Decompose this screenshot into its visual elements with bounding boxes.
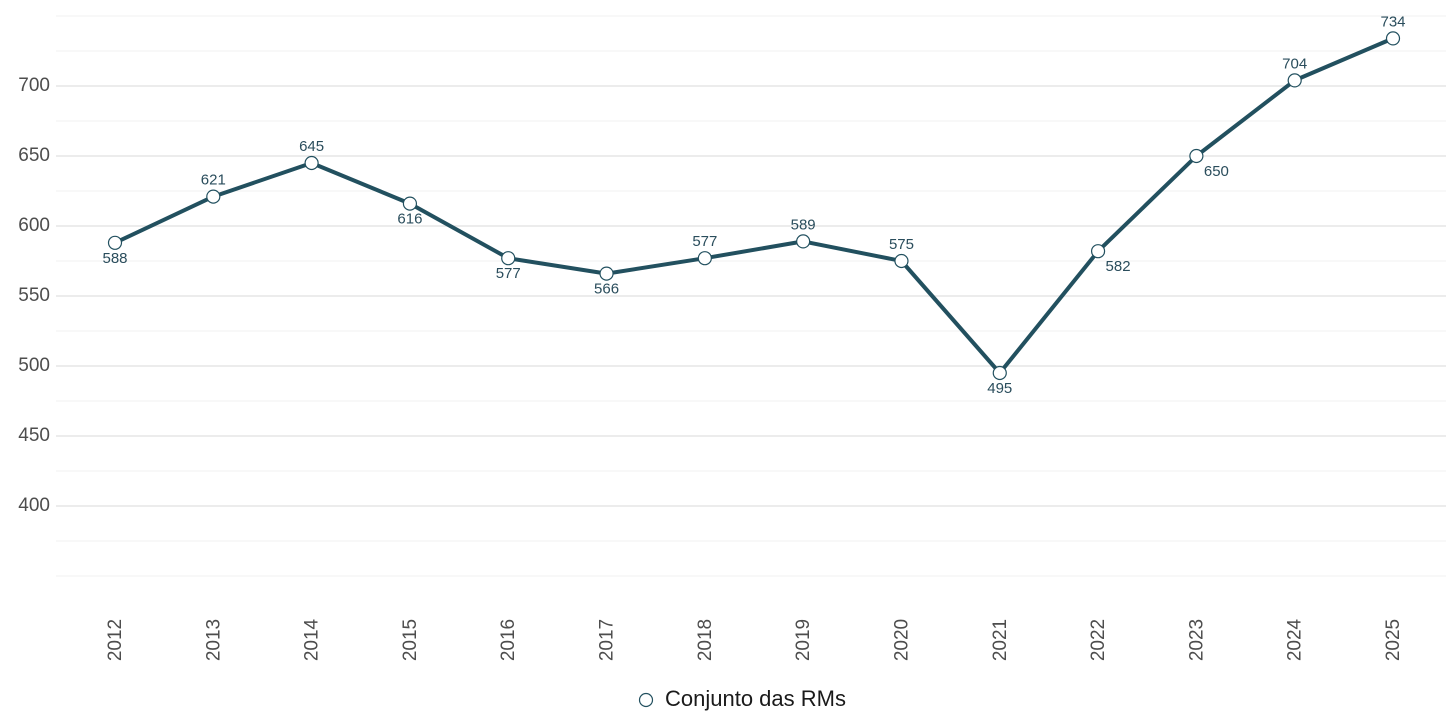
data-point: [304, 155, 319, 171]
data-label: 645: [299, 138, 324, 155]
y-tick-label: 550: [18, 285, 50, 306]
data-label: 704: [1282, 55, 1307, 72]
data-label: 582: [1106, 258, 1131, 275]
x-tick-label: 2025: [1383, 619, 1404, 661]
x-tick-label: 2018: [695, 619, 716, 661]
data-point: [107, 235, 123, 250]
data-point: [1385, 31, 1401, 46]
data-label: 589: [791, 216, 816, 233]
data-point: [1189, 148, 1204, 164]
data-point: [501, 251, 516, 266]
y-tick-label: 650: [18, 145, 50, 166]
x-tick-label: 2017: [597, 619, 618, 661]
data-label: 734: [1380, 13, 1405, 30]
data-point: [796, 234, 811, 249]
data-point: [1090, 244, 1106, 259]
data-label: 650: [1204, 163, 1229, 180]
data-point: [402, 196, 418, 211]
data-label: 577: [692, 233, 717, 250]
data-label: 588: [102, 250, 127, 267]
x-tick-label: 2021: [990, 619, 1011, 661]
y-tick-label: 500: [18, 355, 50, 376]
y-tick-label: 400: [18, 495, 50, 516]
x-tick-label: 2020: [891, 619, 912, 661]
x-tick-label: 2019: [793, 619, 814, 661]
y-tick-label: 450: [18, 425, 50, 446]
data-point: [992, 365, 1007, 381]
y-tick-label: 600: [18, 215, 50, 236]
x-tick-label: 2016: [498, 619, 519, 661]
data-point: [206, 189, 221, 204]
data-point: [697, 251, 712, 266]
data-label: 495: [987, 380, 1012, 397]
data-label: 566: [594, 281, 619, 298]
x-tick-label: 2012: [105, 619, 126, 661]
x-tick-label: 2014: [302, 618, 323, 661]
data-label: 616: [397, 211, 422, 228]
series-line: [114, 36, 1394, 375]
data-point: [894, 253, 909, 269]
x-tick-label: 2015: [400, 619, 421, 661]
x-tick-label: 2013: [203, 619, 224, 661]
x-tick-label: 2024: [1285, 618, 1306, 661]
data-label: 577: [496, 265, 521, 282]
data-point: [599, 266, 614, 281]
data-point: [1287, 73, 1302, 88]
legend-label: Conjunto das RMs: [665, 686, 846, 711]
x-tick-label: 2023: [1186, 619, 1207, 661]
data-label: 621: [201, 172, 226, 189]
y-tick-label: 700: [18, 75, 50, 96]
x-tick-label: 2022: [1088, 619, 1109, 661]
data-label: 575: [889, 236, 914, 253]
legend-marker: [638, 692, 654, 708]
